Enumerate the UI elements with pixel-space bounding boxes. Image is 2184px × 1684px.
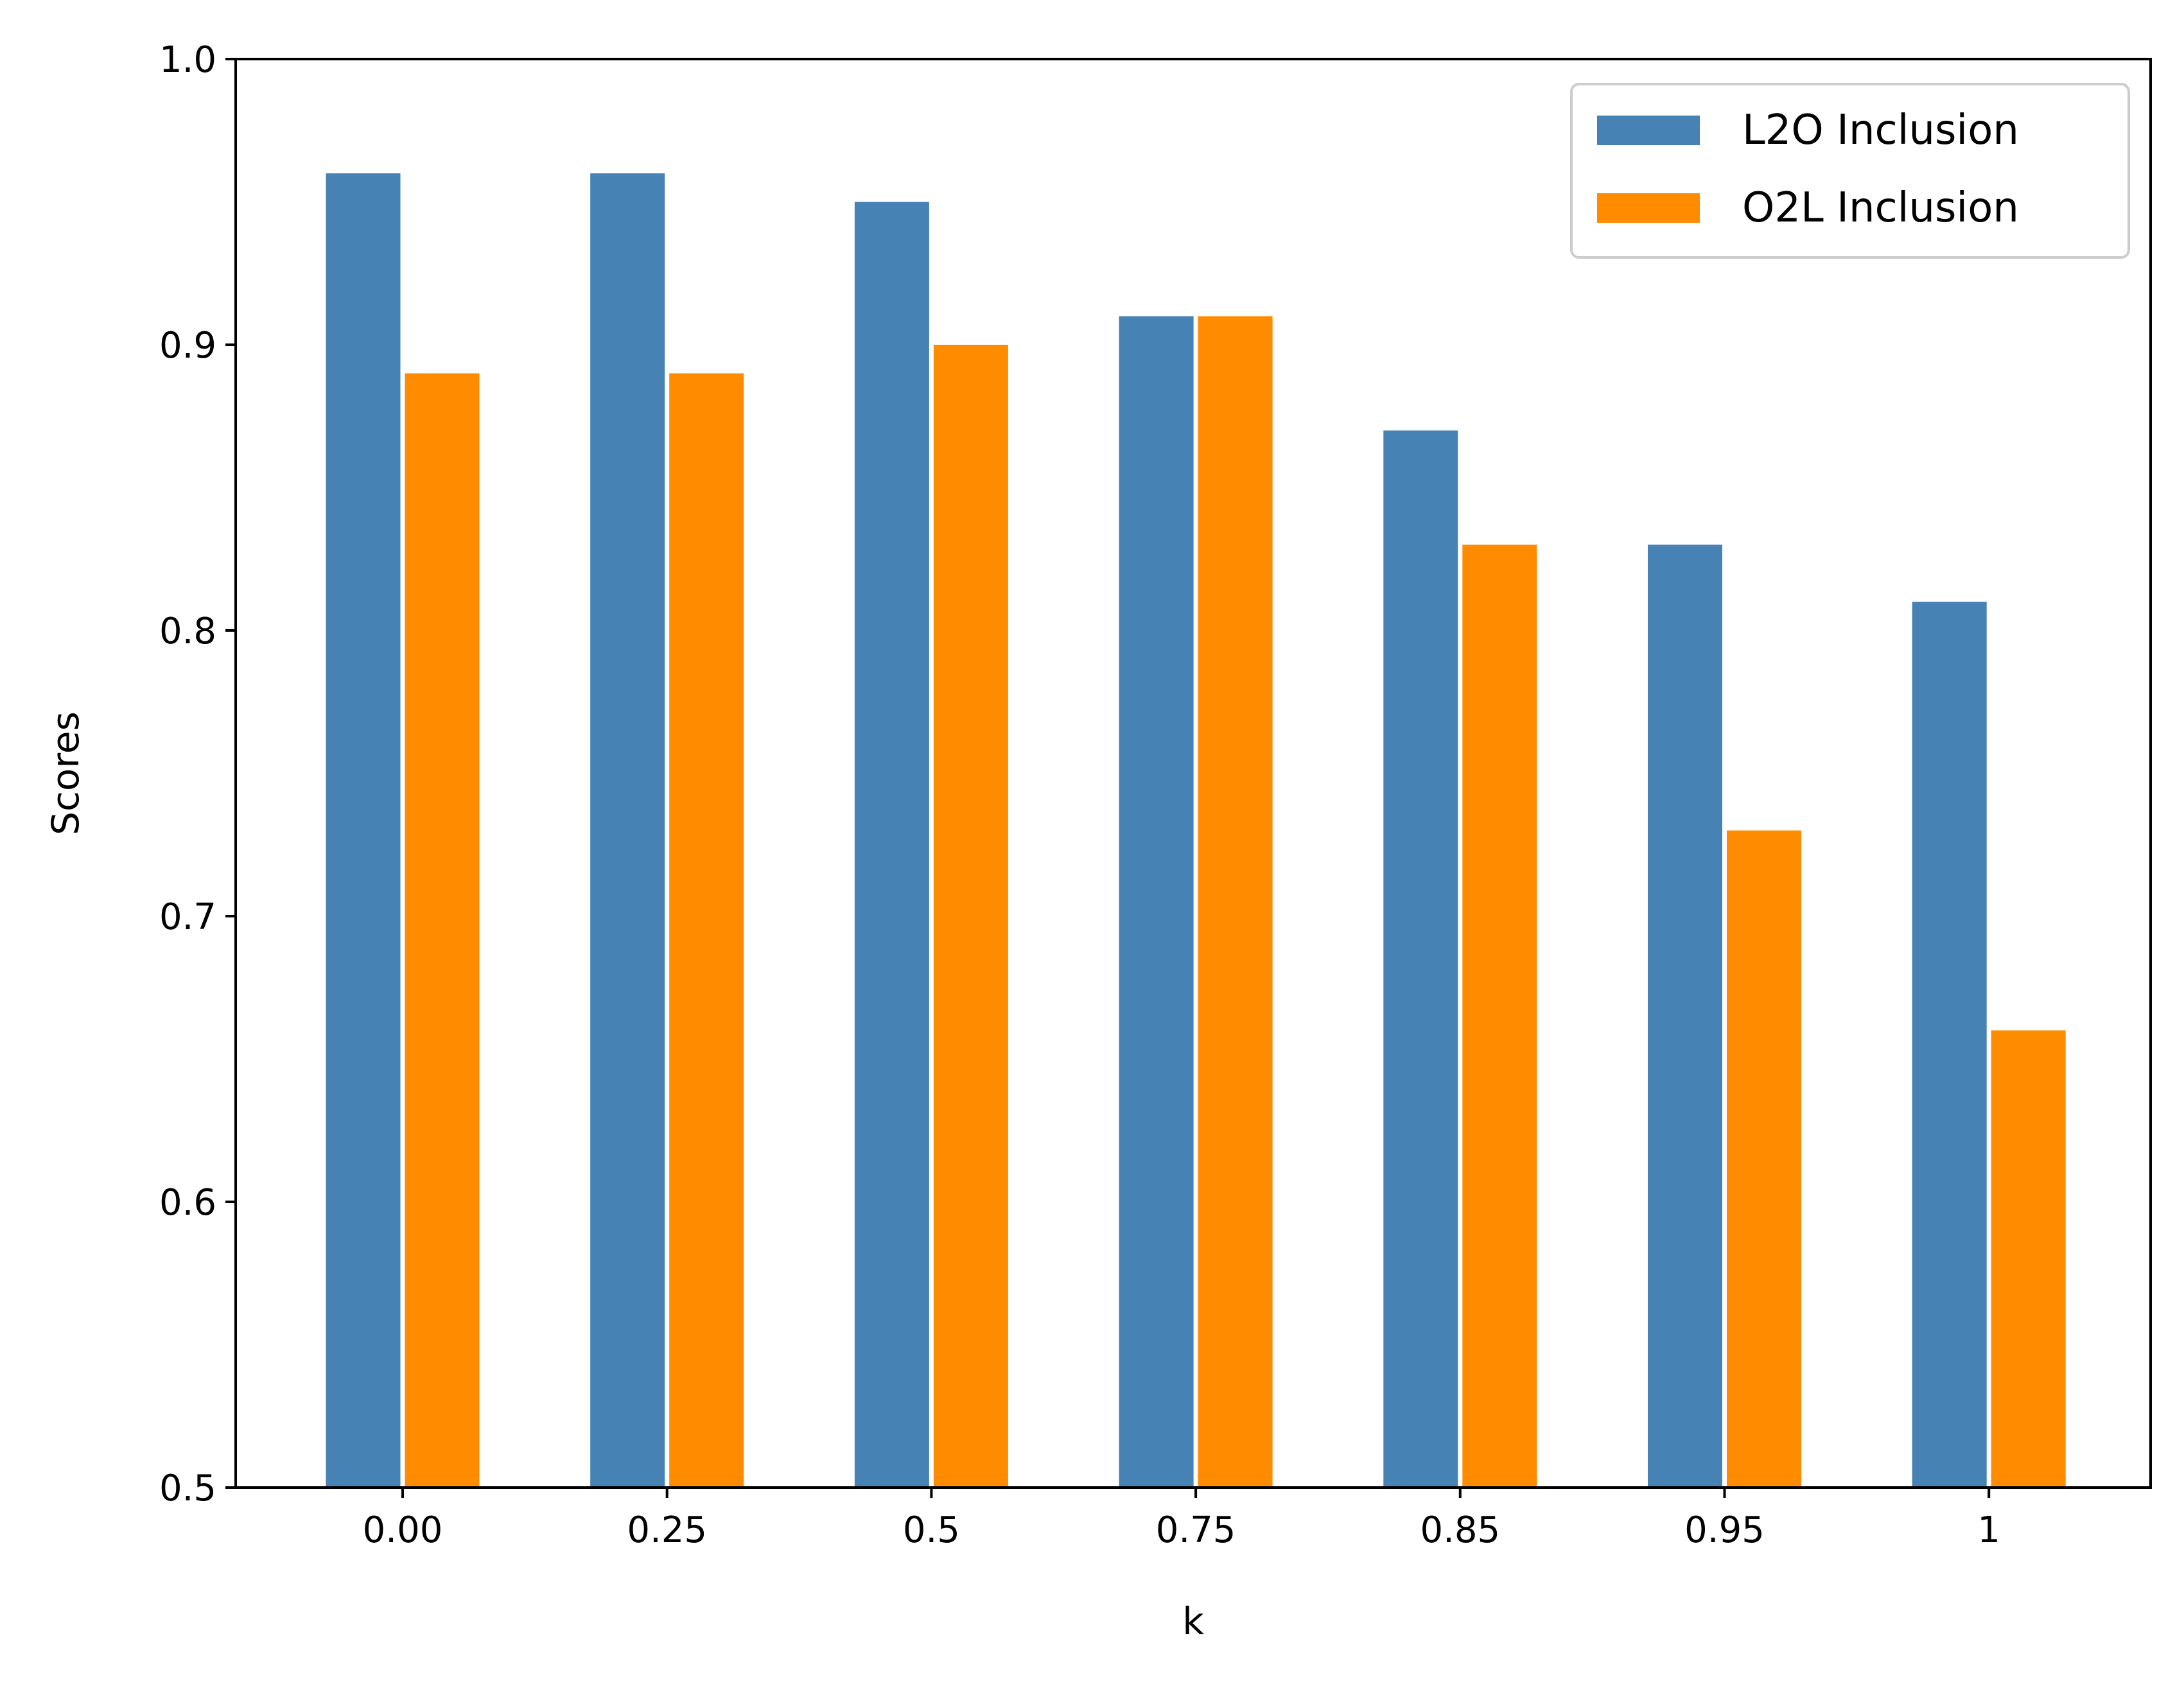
y-tick-label: 0.8: [159, 611, 216, 652]
x-axis: 0.00 0.25 0.5 0.75 0.85 0.95 1: [363, 1488, 2000, 1551]
bar-l2o-6: [1912, 602, 1987, 1488]
y-tick-label: 0.6: [159, 1182, 216, 1224]
x-axis-label: k: [1182, 1599, 1204, 1643]
bar-l2o-5: [1648, 544, 1722, 1488]
legend: L2O Inclusion O2L Inclusion: [1570, 83, 2130, 259]
bar-l2o-3: [1119, 316, 1194, 1488]
bar-o2l-6: [1991, 1030, 2066, 1488]
bar-l2o-0: [326, 173, 401, 1488]
legend-swatch-0: [1597, 116, 1700, 145]
y-tick-label: 0.7: [159, 896, 216, 938]
bars-layer: [326, 173, 2066, 1488]
x-tick-label: 0.00: [363, 1509, 443, 1551]
y-axis: 0.5 0.6 0.7 0.8 0.9 1.0: [159, 39, 236, 1509]
y-tick-label: 1.0: [159, 39, 216, 81]
bar-o2l-2: [933, 345, 1008, 1488]
bar-l2o-2: [854, 202, 929, 1488]
legend-label-1: O2L Inclusion: [1742, 184, 2019, 232]
legend-label-0: L2O Inclusion: [1742, 107, 2019, 154]
bar-o2l-4: [1462, 544, 1537, 1488]
plot-frame: [234, 58, 2152, 1489]
bar-o2l-1: [669, 373, 744, 1488]
bar-o2l-3: [1198, 316, 1273, 1488]
x-tick-label: 0.25: [627, 1509, 707, 1551]
x-tick-label: 1: [1977, 1509, 2000, 1551]
y-tick-label: 0.9: [159, 325, 216, 367]
y-tick-label: 0.5: [159, 1468, 216, 1509]
bar-o2l-0: [405, 373, 480, 1488]
bar-o2l-5: [1727, 830, 1801, 1488]
x-tick-label: 0.75: [1156, 1509, 1236, 1551]
bar-l2o-1: [590, 173, 665, 1488]
x-tick-label: 0.85: [1420, 1509, 1500, 1551]
y-axis-label: Scores: [44, 711, 87, 835]
x-tick-label: 0.95: [1684, 1509, 1765, 1551]
legend-box: [1570, 83, 2130, 259]
bar-l2o-4: [1383, 430, 1458, 1488]
legend-swatch-1: [1597, 193, 1700, 223]
x-tick-label: 0.5: [903, 1509, 960, 1551]
